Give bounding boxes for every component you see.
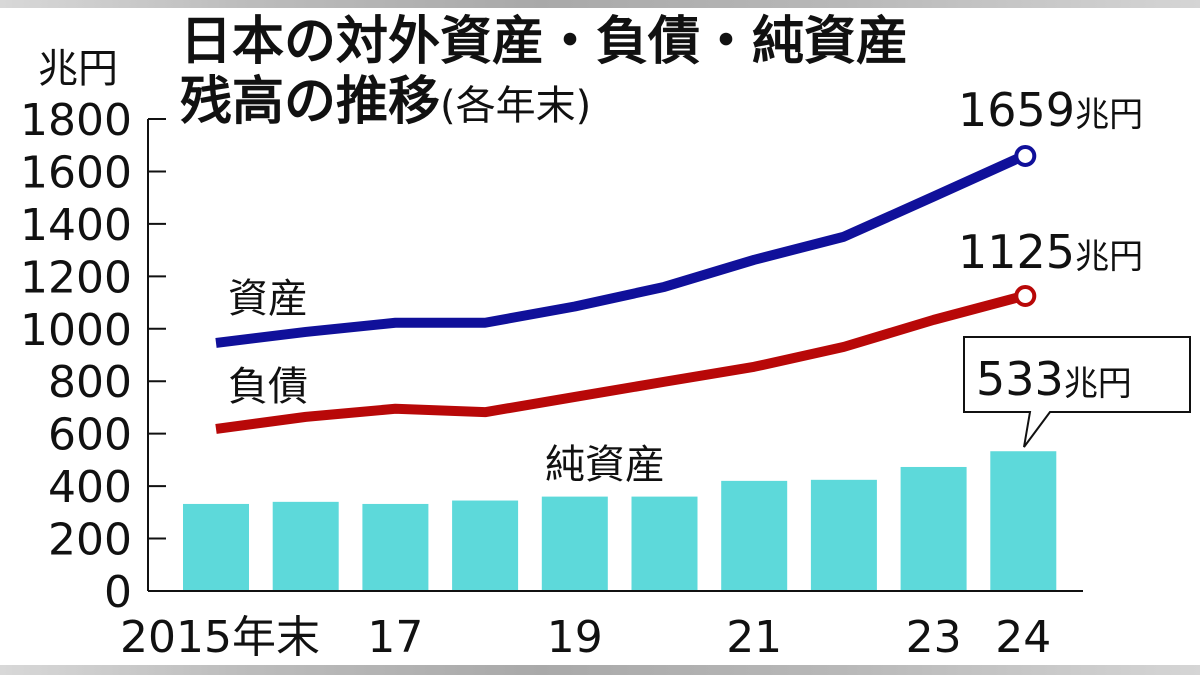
bar-net-assets [362,503,429,591]
chart-title-line1: 日本の対外資産・負債・純資産 [180,12,909,72]
y-tick-label: 1800 [20,95,132,146]
y-tick-label: 0 [104,567,132,618]
top-border-band [0,0,1200,8]
bar-net-assets [452,500,519,591]
bar-net-assets [900,466,967,591]
bar-net-assets [631,496,698,591]
chart-title-line2: 残高の推移(各年末) [180,72,908,136]
net-assets-callout-box [963,336,1191,448]
bar-net-assets [810,479,877,591]
net-assets-end-label: 533兆円 [976,352,1132,406]
bar-net-assets [990,451,1057,591]
y-tick-label: 400 [48,462,132,513]
y-tick-label: 1200 [20,252,132,303]
y-tick-label: 200 [48,515,132,566]
x-tick-label: 21 [726,612,782,663]
assets-label: 資産 [228,276,308,322]
x-tick-label: 23 [906,612,962,663]
liabilities-label: 負債 [228,364,308,410]
bar-net-assets [721,480,788,591]
line-assets [215,151,1026,348]
assets-end-label: 1659兆円 [958,83,1143,137]
assets-end-marker [1014,144,1037,167]
y-tick-label: 600 [48,410,132,461]
liabilities-end-marker [1014,285,1037,307]
y-tick-label: 1000 [20,305,132,356]
chart-title-sub: (各年末) [440,83,592,129]
y-tick-label: 1400 [20,200,132,251]
chart-title: 日本の対外資産・負債・純資産 残高の推移(各年末) [180,12,908,136]
y-tick-label: 1600 [20,147,132,198]
x-tick-label: 17 [367,612,423,663]
bar-net-assets [272,501,339,591]
bottom-border-band [0,665,1200,675]
chart-title-main: 残高の推移 [180,72,441,132]
bar-net-assets [183,503,249,591]
bar-net-assets [541,496,608,591]
x-tick-label: 24 [995,612,1051,663]
net-assets-label: 純資産 [545,442,665,488]
y-tick-label: 800 [48,357,132,408]
liabilities-end-label: 1125兆円 [958,225,1143,279]
x-tick-label: 2015年末 [120,612,320,663]
y-axis-unit: 兆円 [38,46,118,92]
x-tick-label: 19 [547,612,603,663]
line-liabilities [215,291,1025,434]
